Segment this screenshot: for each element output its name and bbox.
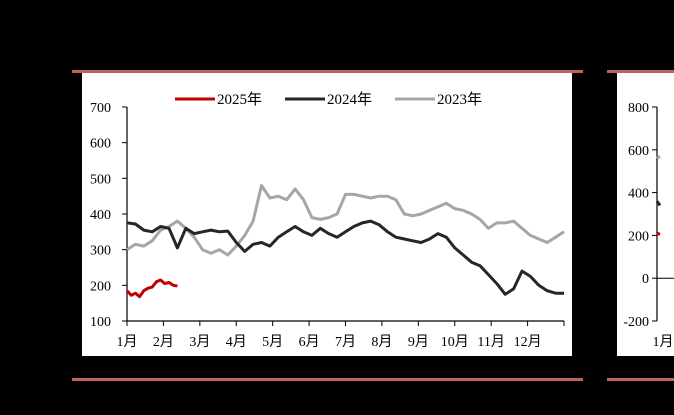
series-line-2023 (126, 184, 565, 257)
y-tick-label: 200 (628, 229, 649, 244)
y-tick-label: 600 (628, 144, 649, 159)
top-rule-right (607, 70, 674, 73)
chart-panel-main: 100 200 300 400 500 600 700 1月 2月 3月 4月 5月 6月 7月 8月 9月 1… (82, 73, 572, 356)
x-tick-label: 8月 (371, 334, 392, 350)
x-tick-label: 5月 (262, 334, 283, 350)
x-tick-label: 11月 (477, 334, 504, 350)
series-line-2025 (656, 231, 661, 236)
y-tick-label: 400 (628, 187, 649, 202)
x-tick-label: 2月 (153, 334, 174, 350)
y-tick-label: 200 (90, 279, 111, 294)
y-tick-label: 500 (90, 172, 111, 187)
series-line-2024 (126, 219, 564, 296)
y-tick-label: 100 (90, 315, 111, 330)
legend-label: 2023年 (437, 91, 482, 108)
legend-label: 2025年 (217, 91, 262, 108)
x-tick-label: 1月 (117, 334, 138, 350)
x-tick-label: 1月 (653, 334, 674, 350)
x-tick-label: 3月 (189, 334, 210, 350)
y-tick-label: 700 (90, 101, 111, 116)
bottom-rule-right (607, 378, 674, 381)
y-tick-label: 300 (90, 244, 111, 259)
bottom-rule-left (72, 378, 583, 381)
y-tick-label: 600 (90, 137, 111, 152)
x-tick-label: 12月 (514, 334, 542, 350)
line-chart-secondary: -200 0 200 400 600 800 1月 (623, 101, 674, 350)
y-tick-label: 0 (642, 272, 649, 287)
legend-label: 2024年 (327, 91, 372, 108)
series-line-2025 (125, 278, 178, 299)
y-tick-label: 800 (628, 101, 649, 116)
series-line-2023 (656, 154, 661, 160)
series-line-2024 (655, 200, 662, 207)
top-rule-left (72, 70, 583, 73)
x-tick-label: 10月 (441, 334, 469, 350)
chart-panel-secondary: -200 0 200 400 600 800 1月 (617, 73, 674, 356)
x-tick-label: 6月 (299, 334, 320, 350)
line-chart-main: 100 200 300 400 500 600 700 1月 2月 3月 4月 5月 6月 7月 8月 9月 1… (90, 91, 565, 350)
x-tick-label: 4月 (226, 334, 247, 350)
x-tick-label: 9月 (408, 334, 429, 350)
y-tick-label: 400 (90, 208, 111, 223)
x-tick-label: 7月 (335, 334, 356, 350)
y-tick-label: -200 (623, 315, 649, 330)
